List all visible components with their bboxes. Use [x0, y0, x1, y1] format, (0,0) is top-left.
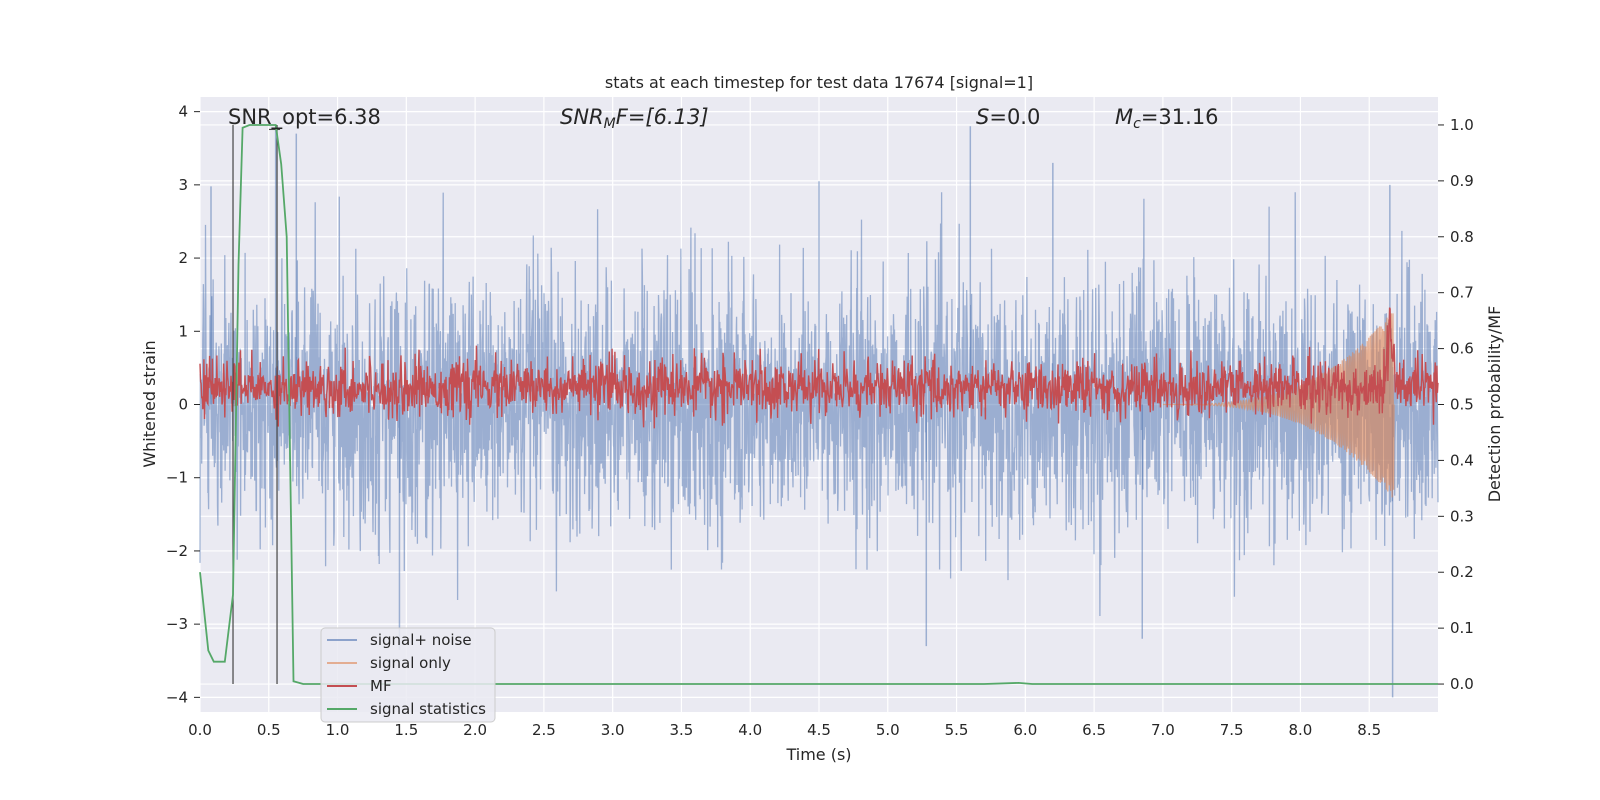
legend-label-mf: MF	[370, 677, 392, 695]
y-tick-label-0: −4	[166, 688, 188, 706]
x-tick-label-6: 3.0	[601, 721, 625, 739]
x-axis-label: Time (s)	[785, 745, 851, 764]
x-tick-label-8: 4.0	[738, 721, 762, 739]
y2-tick-label-0: 0.0	[1450, 675, 1474, 693]
y2-tick-label-3: 0.3	[1450, 507, 1474, 525]
y2-tick-label-7: 0.7	[1450, 284, 1474, 302]
x-tick-label-2: 1.0	[326, 721, 350, 739]
legend-label-signal-statistics: signal statistics	[370, 700, 486, 718]
y2-axis-label: Detection probability/MF	[1485, 306, 1504, 503]
x-tick-label-16: 8.0	[1289, 721, 1313, 739]
annotation-mc: Mc=31.16	[1115, 105, 1219, 132]
x-tick-label-7: 3.5	[670, 721, 694, 739]
y2-tick-label-9: 0.9	[1450, 172, 1474, 190]
annotation-snr-mf-sub: M	[604, 116, 616, 132]
x-tick-label-5: 2.5	[532, 721, 556, 739]
y2-tick-label-8: 0.8	[1450, 228, 1474, 246]
annotation-snr-mf: SNRMF=[6.13]	[560, 105, 709, 132]
annotation-snr-mf-main: SNR	[560, 105, 604, 129]
x-tick-label-14: 7.0	[1151, 721, 1175, 739]
x-tick-label-17: 8.5	[1357, 721, 1381, 739]
y-tick-label-7: 3	[178, 176, 188, 194]
x-tick-label-4: 2.0	[463, 721, 487, 739]
y2-tick-label-5: 0.5	[1450, 396, 1474, 414]
series-signal-statistics	[199, 124, 1438, 685]
x-tick-label-3: 1.5	[394, 721, 418, 739]
x-tick-label-9: 4.5	[807, 721, 831, 739]
annotation-s-rest: =0.0	[989, 105, 1040, 129]
legend-label-signal-only: signal only	[370, 654, 451, 672]
legend-box	[320, 627, 496, 723]
legend-label-signal-noise: signal+ noise	[370, 631, 472, 649]
annotation-mc-rest: =31.16	[1141, 105, 1219, 129]
x-tick-labels: 0.0 0.5 1.0 1.5 2.0 2.5 3.0 3.5 4.0 4.5 5.0 5.5 6.0 6…	[188, 721, 1381, 739]
annotation-snr-opt: SNR_opt=6.38	[228, 105, 381, 130]
y-axis-label: Whitened strain	[140, 340, 159, 467]
annotation-s-italic: S	[976, 105, 989, 129]
y-tick-label-5: 1	[178, 322, 188, 340]
y-tick-label-3: −1	[166, 469, 188, 487]
x-tick-label-11: 5.5	[945, 721, 969, 739]
y2-tick-label-10: 1.0	[1450, 116, 1474, 134]
y2-tick-labels: 0.0 0.1 0.2 0.3 0.4 0.5 0.6 0.7 0.8 0.9 1.0	[1438, 116, 1474, 693]
x-tick-label-10: 5.0	[876, 721, 900, 739]
annotation-mc-italic: M	[1115, 105, 1133, 129]
line-mf	[199, 307, 1439, 429]
y-tick-label-6: 2	[178, 249, 188, 267]
chart-title: stats at each timestep for test data 176…	[605, 73, 1033, 92]
x-tick-label-12: 6.0	[1013, 721, 1037, 739]
y-tick-label-4: 0	[178, 396, 188, 414]
series-mf	[199, 307, 1439, 429]
line-signal-statistics	[199, 124, 1438, 685]
x-tick-label-13: 6.5	[1082, 721, 1106, 739]
annotation-snr-mf-rest: F=[6.13]	[616, 105, 709, 129]
x-tick-label-1: 0.5	[257, 721, 281, 739]
y-tick-labels: −4 −3 −2 −1 0 1 2 3 4	[166, 103, 200, 706]
y2-tick-label-6: 0.6	[1450, 340, 1474, 358]
y2-tick-label-4: 0.4	[1450, 451, 1474, 469]
annotation-s: S=0.0	[976, 105, 1040, 129]
y2-tick-label-2: 0.2	[1450, 563, 1474, 581]
y2-tick-label-1: 0.1	[1450, 619, 1474, 637]
y-tick-label-1: −3	[166, 615, 188, 633]
legend: signal+ noise signal only MF signal stat…	[320, 627, 496, 723]
y-tick-label-2: −2	[166, 542, 188, 560]
x-tick-label-0: 0.0	[188, 721, 212, 739]
y-tick-label-8: 4	[178, 103, 188, 121]
x-tick-label-15: 7.5	[1220, 721, 1244, 739]
annotation-mc-sub: c	[1133, 116, 1141, 132]
